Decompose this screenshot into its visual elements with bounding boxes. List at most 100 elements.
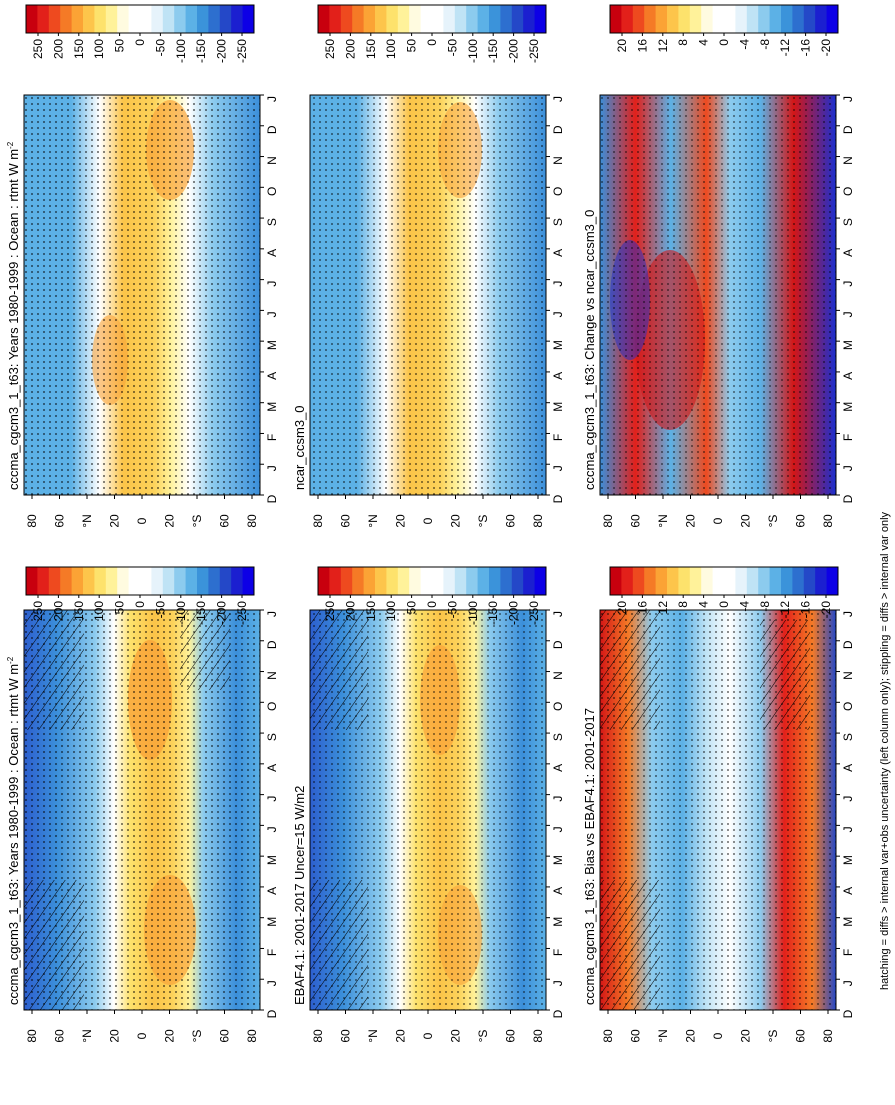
colorbar-swatch: [231, 567, 244, 595]
month-tick-label: J: [265, 311, 279, 317]
month-tick-label: O: [551, 187, 565, 196]
month-tick-label: M: [841, 340, 855, 350]
colorbar-swatch: [208, 567, 221, 595]
colorbar-swatch: [454, 5, 467, 33]
month-tick-label: J: [841, 826, 855, 832]
colorbar-swatch: [621, 567, 634, 595]
colorbar: 20 16 12 8 4 0 -4 -8 -12 -16 -20: [609, 566, 839, 618]
month-tick-label: M: [841, 855, 855, 865]
colorbar-swatch: [500, 5, 513, 33]
month-tick-label: D: [551, 494, 565, 503]
stipple-overlay: [24, 95, 260, 495]
colorbar-swatch: [443, 5, 456, 33]
panel-title-middle-left: EBAF4.1: 2001-2017 Uncer=15 W/m2: [292, 786, 307, 1005]
month-tick-label: M: [265, 402, 279, 412]
lat-tick-label: 20: [684, 1029, 698, 1043]
colorbar-swatch: [318, 567, 330, 595]
hatch-overlay: [600, 880, 660, 1010]
lat-tick-label: 80: [311, 1029, 325, 1043]
colorbar-swatch: [185, 567, 198, 595]
colorbar-swatch: [397, 567, 410, 595]
month-tick-label: J: [841, 611, 855, 617]
colorbar-swatch: [667, 5, 679, 33]
lat-tick-label: 20: [163, 514, 177, 528]
colorbar-tick-label: -150: [194, 39, 208, 63]
colorbar-swatch: [318, 5, 330, 33]
colorbar-swatch: [71, 567, 84, 595]
colorbar-swatch: [174, 567, 187, 595]
lat-tick-label: 60: [339, 1029, 353, 1043]
lat-tick-label: 20: [108, 514, 122, 528]
month-tick-label: D: [265, 125, 279, 134]
month-tick-label: M: [551, 855, 565, 865]
month-tick-label: O: [551, 702, 565, 711]
month-tick-label: A: [551, 372, 565, 380]
month-tick-label: D: [551, 1009, 565, 1018]
lat-tick-label: 60: [629, 1029, 643, 1043]
colorbar-swatch: [826, 5, 839, 33]
colorbar-swatch: [162, 5, 175, 33]
colorbar-tick-label: 250: [323, 601, 337, 621]
colorbar-swatch: [363, 5, 376, 33]
colorbar-swatch: [26, 567, 38, 595]
colorbar-swatch: [60, 5, 73, 33]
month-tick-label: D: [841, 494, 855, 503]
lat-tick-label: °N: [656, 514, 670, 527]
hatch-overlay: [24, 610, 84, 730]
hatch-overlay: [760, 620, 810, 730]
colorbar-swatch: [689, 5, 702, 33]
colorbar-swatch: [477, 5, 490, 33]
colorbar-swatch: [340, 567, 353, 595]
lat-tick-label: 60: [218, 514, 232, 528]
colorbar-swatch: [185, 5, 198, 33]
colorbar-swatch: [610, 567, 622, 595]
colorbar-tick-label: 100: [92, 601, 106, 621]
colorbar-swatch: [231, 5, 244, 33]
colorbar-swatch: [746, 5, 759, 33]
lat-tick-label: 20: [739, 1029, 753, 1043]
colorbar-swatch: [37, 567, 50, 595]
month-tick-label: J: [551, 826, 565, 832]
colorbar-swatch: [197, 5, 209, 33]
lat-tick-label: 60: [53, 514, 67, 528]
colorbar-swatch: [397, 5, 410, 33]
colorbar-swatch: [781, 567, 793, 595]
colorbar-swatch: [71, 5, 84, 33]
hatch-overlay: [310, 880, 368, 1010]
colorbar-swatch: [746, 567, 759, 595]
colorbar-swatch: [815, 567, 828, 595]
colorbar-tick-label: -8: [758, 601, 772, 612]
colorbar-swatch: [466, 567, 479, 595]
month-tick-label: D: [551, 125, 565, 134]
colorbar-swatch: [466, 5, 479, 33]
lat-tick-label: 80: [601, 514, 615, 528]
lat-tick-label: 60: [339, 514, 353, 528]
colorbar-swatch: [162, 567, 175, 595]
colorbar-swatch: [94, 567, 107, 595]
month-tick-label: J: [551, 980, 565, 986]
lat-tick-label: 0: [711, 517, 725, 524]
month-tick-label: N: [841, 156, 855, 165]
colorbar-tick-label: -250: [527, 39, 541, 63]
colorbar-swatch: [60, 567, 73, 595]
lat-tick-label: 80: [821, 1029, 835, 1043]
month-tick-label: F: [551, 434, 565, 441]
colorbar-swatch: [758, 567, 771, 595]
colorbar-swatch: [105, 567, 118, 595]
lat-tick-label: 60: [794, 514, 808, 528]
colorbar-swatch: [511, 5, 524, 33]
colorbar-tick-label: -250: [235, 601, 249, 625]
colorbar-swatch: [140, 567, 152, 595]
colorbar-tick-label: 150: [72, 39, 86, 59]
month-tick-label: A: [551, 887, 565, 895]
month-tick-label: J: [265, 611, 279, 617]
colorbar-swatch: [610, 5, 622, 33]
colorbar-swatch: [655, 567, 668, 595]
month-tick-label: A: [265, 764, 279, 772]
colorbar-tick-label: -250: [235, 39, 249, 63]
lat-tick-label: 60: [504, 514, 518, 528]
colorbar-swatch: [151, 5, 164, 33]
colorbar-swatch: [48, 567, 61, 595]
month-tick-label: A: [551, 764, 565, 772]
